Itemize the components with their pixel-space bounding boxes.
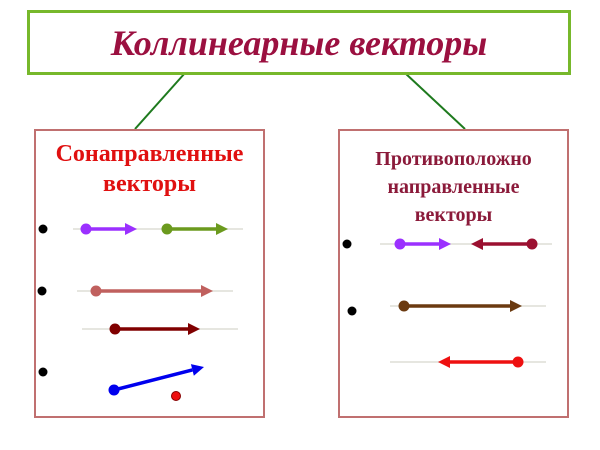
vector-shaft bbox=[113, 368, 193, 392]
codirectional-heading: Сонаправленные векторы bbox=[36, 139, 263, 199]
title-box: Коллинеарные векторы bbox=[27, 10, 571, 75]
vector-arrowhead bbox=[188, 323, 200, 335]
vector-start-point bbox=[526, 238, 538, 250]
vector-start-point bbox=[398, 300, 410, 312]
vector-arrowhead bbox=[125, 223, 137, 235]
vector-start-point bbox=[161, 223, 173, 235]
bullet-point bbox=[38, 224, 48, 234]
bullet-point bbox=[37, 286, 47, 296]
opposite-heading: Противоположно направленные векторы bbox=[340, 145, 567, 229]
vector-start-point bbox=[512, 356, 524, 368]
vector-arrowhead bbox=[190, 364, 204, 376]
vector-arrowhead bbox=[216, 223, 228, 235]
loose-point bbox=[171, 391, 181, 401]
vector-start-point bbox=[109, 323, 121, 335]
vector-start-point bbox=[394, 238, 406, 250]
connector-right bbox=[404, 72, 466, 130]
connector-left bbox=[134, 72, 186, 130]
vector-start-point bbox=[108, 384, 120, 396]
vector-arrowhead bbox=[510, 300, 522, 312]
bullet-point bbox=[38, 367, 48, 377]
bullet-point bbox=[347, 306, 357, 316]
heading-line: Сонаправленные bbox=[55, 141, 244, 167]
diagram-title: Коллинеарные векторы bbox=[110, 22, 488, 63]
vector-arrowhead bbox=[438, 356, 450, 368]
heading-line: векторы bbox=[414, 204, 493, 226]
heading-line: векторы bbox=[103, 171, 196, 197]
heading-line: Противоположно bbox=[375, 148, 532, 170]
vector-arrowhead bbox=[439, 238, 451, 250]
vector-start-point bbox=[90, 285, 102, 297]
codirectional-panel: Сонаправленные векторы bbox=[34, 129, 265, 418]
opposite-panel: Противоположно направленные векторы bbox=[338, 129, 569, 418]
heading-line: направленные bbox=[387, 176, 520, 198]
vector-arrowhead bbox=[201, 285, 213, 297]
vector-arrowhead bbox=[471, 238, 483, 250]
vector-start-point bbox=[80, 223, 92, 235]
bullet-point bbox=[342, 239, 352, 249]
